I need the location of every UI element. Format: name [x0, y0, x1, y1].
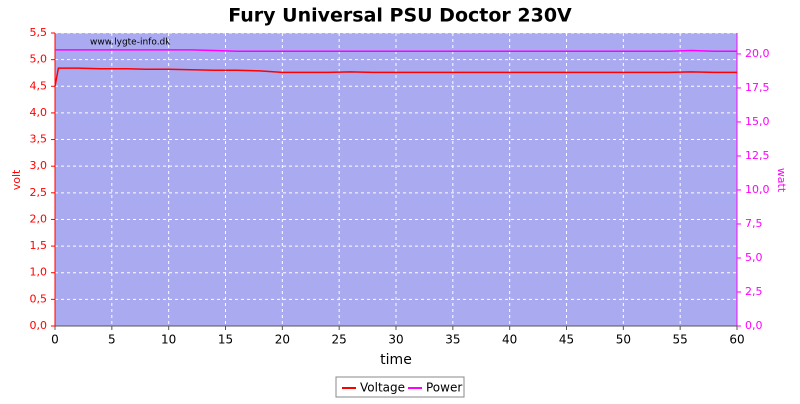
- data-line: [54, 67, 737, 87]
- y2-tick-label: 0,0: [745, 319, 763, 332]
- y-tick-label: 1,0: [30, 266, 48, 279]
- legend: [335, 376, 465, 398]
- y2-tick-label: 10,0: [745, 183, 770, 196]
- x-tick-label: 55: [673, 333, 688, 347]
- x-tick-label: 10: [161, 333, 176, 347]
- x-axis-label: time: [380, 352, 412, 368]
- y2-tick-label: 15,0: [745, 115, 770, 128]
- y2-tick-label: 7,5: [745, 217, 763, 230]
- y-tick-label: 2,0: [30, 212, 48, 225]
- y-tick-label: 2,5: [30, 186, 48, 199]
- chart-title: Fury Universal PSU Doctor 230V: [228, 5, 572, 27]
- y2-tick-label: 5,0: [745, 251, 763, 264]
- y-axis-label: volt: [10, 169, 23, 190]
- y-tick-label: 3,5: [30, 133, 48, 146]
- legend-label: Voltage: [360, 381, 405, 395]
- y-tick-label: 5,0: [30, 53, 48, 66]
- data-line: [55, 49, 737, 52]
- y-tick-label: 0,5: [30, 292, 48, 305]
- x-tick-label: 50: [616, 333, 631, 347]
- x-tick-label: 45: [559, 333, 574, 347]
- x-tick-label: 5: [108, 333, 116, 347]
- y2-tick-label: 17,5: [745, 81, 770, 94]
- x-tick-label: 35: [445, 333, 460, 347]
- y2-axis-label: watt: [775, 168, 788, 193]
- x-tick-label: 60: [729, 333, 744, 347]
- y-tick-label: 1,5: [30, 239, 48, 252]
- x-tick-label: 30: [388, 333, 403, 347]
- x-tick-label: 0: [51, 333, 59, 347]
- y2-tick-label: 2,5: [745, 285, 763, 298]
- x-tick-label: 40: [502, 333, 517, 347]
- x-tick-label: 25: [332, 333, 347, 347]
- y-tick-label: 3,0: [30, 159, 48, 172]
- y-tick-label: 5,5: [30, 26, 48, 39]
- y-tick-label: 0,0: [30, 319, 48, 332]
- y2-tick-label: 20,0: [745, 47, 770, 60]
- legend-label: Power: [426, 381, 462, 395]
- y-tick-label: 4,5: [30, 79, 48, 92]
- y-tick-label: 4,0: [30, 106, 48, 119]
- y2-tick-label: 12,5: [745, 149, 770, 162]
- x-tick-label: 15: [218, 333, 233, 347]
- x-tick-label: 20: [275, 333, 290, 347]
- watermark: www.lygte-info.dk: [90, 38, 171, 48]
